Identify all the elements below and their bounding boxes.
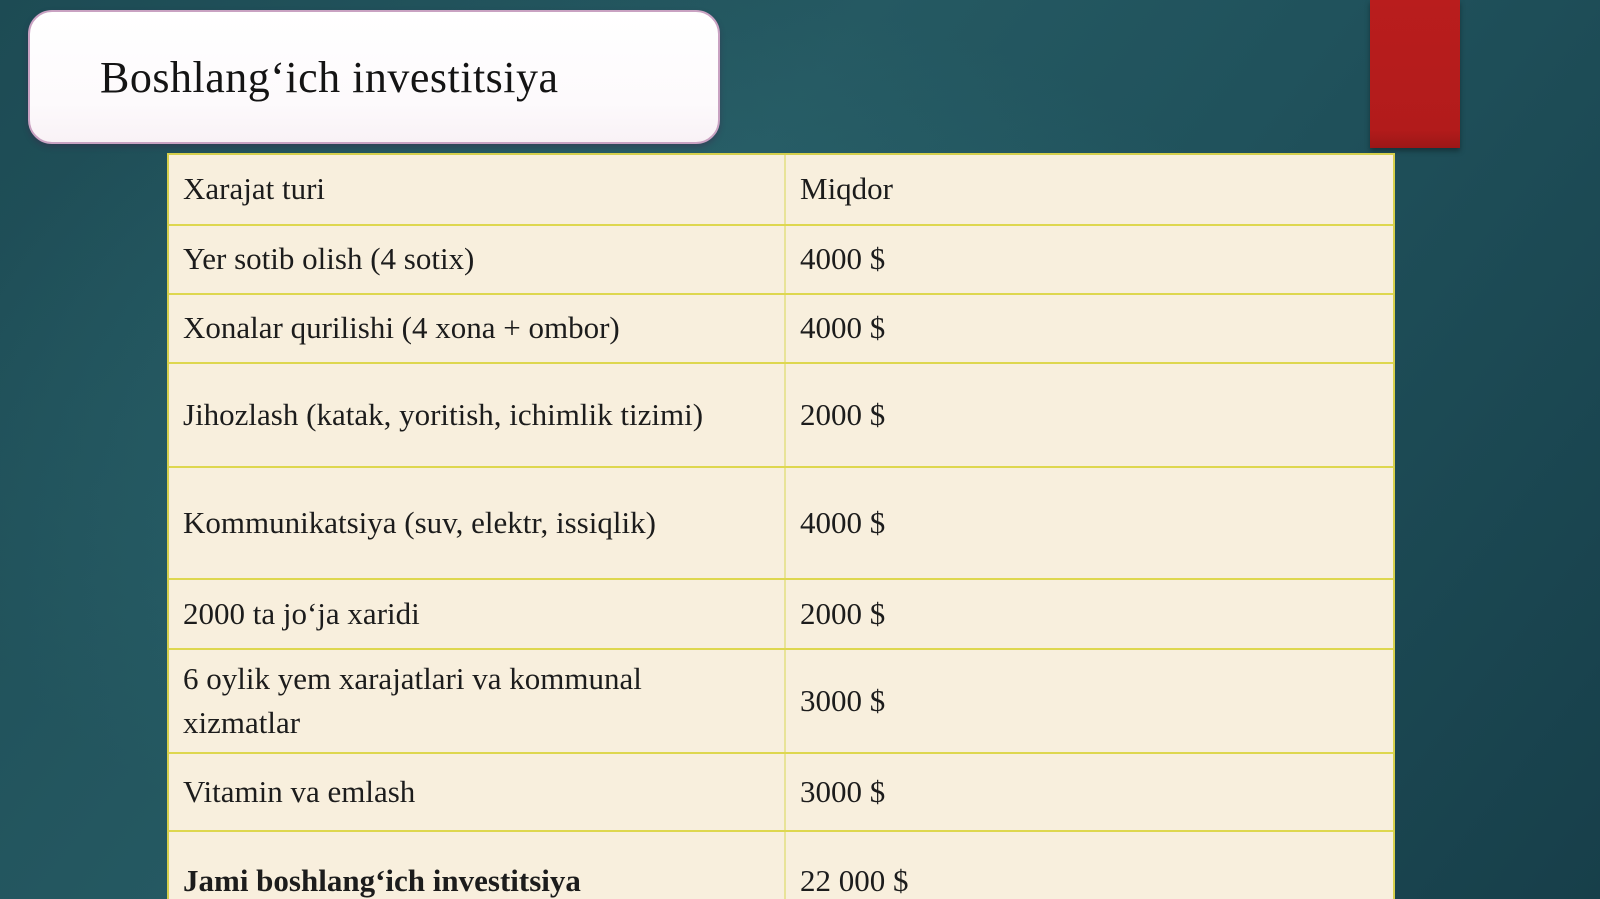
table-row: Yer sotib olish (4 sotix) 4000 $ <box>169 224 1393 293</box>
slide-title-box: Boshlang‘ich investitsiya <box>28 10 720 144</box>
slide-title: Boshlang‘ich investitsiya <box>100 52 559 102</box>
total-amount-cell: 22 000 $ <box>784 832 1393 899</box>
table-header-row: Xarajat turi Miqdor <box>169 155 1393 224</box>
expense-label-cell: 6 oylik yem xarajatlari va kommunal xizm… <box>183 660 642 740</box>
table-row: 2000 ta jo‘ja xaridi 2000 $ <box>169 578 1393 648</box>
amount-cell: 2000 $ <box>784 580 1393 648</box>
table-row: Xonalar qurilishi (4 xona + ombor) 4000 … <box>169 293 1393 362</box>
column-header-amount: Miqdor <box>784 155 1393 224</box>
expense-label-cell: Yer sotib olish (4 sotix) <box>183 241 475 277</box>
amount-cell: 3000 $ <box>784 754 1393 830</box>
table-row: Kommunikatsiya (suv, elektr, issiqlik) 4… <box>169 466 1393 578</box>
amount-cell: 3000 $ <box>784 650 1393 752</box>
expense-label-cell: Xonalar qurilishi (4 xona + ombor) <box>183 310 620 346</box>
table-row: Jihozlash (katak, yoritish, ichimlik tiz… <box>169 362 1393 466</box>
expense-label-cell: Kommunikatsiya (suv, elektr, issiqlik) <box>183 504 656 540</box>
amount-cell: 2000 $ <box>784 364 1393 466</box>
expense-label-cell: Vitamin va emlash <box>183 773 416 809</box>
table-row: Vitamin va emlash 3000 $ <box>169 752 1393 830</box>
total-label-cell: Jami boshlang‘ich investitsiya <box>183 862 581 898</box>
investment-table: Xarajat turi Miqdor Yer sotib olish (4 s… <box>167 153 1395 899</box>
amount-cell: 4000 $ <box>784 295 1393 362</box>
amount-cell: 4000 $ <box>784 468 1393 578</box>
amount-cell: 4000 $ <box>784 226 1393 293</box>
red-accent-bar <box>1370 0 1460 148</box>
expense-label-cell: 2000 ta jo‘ja xaridi <box>183 595 420 631</box>
table-row: 6 oylik yem xarajatlari va kommunal xizm… <box>169 648 1393 752</box>
table-total-row: Jami boshlang‘ich investitsiya 22 000 $ <box>169 830 1393 899</box>
expense-label-cell: Jihozlash (katak, yoritish, ichimlik tiz… <box>183 396 704 432</box>
column-header-expense: Xarajat turi <box>183 171 326 207</box>
